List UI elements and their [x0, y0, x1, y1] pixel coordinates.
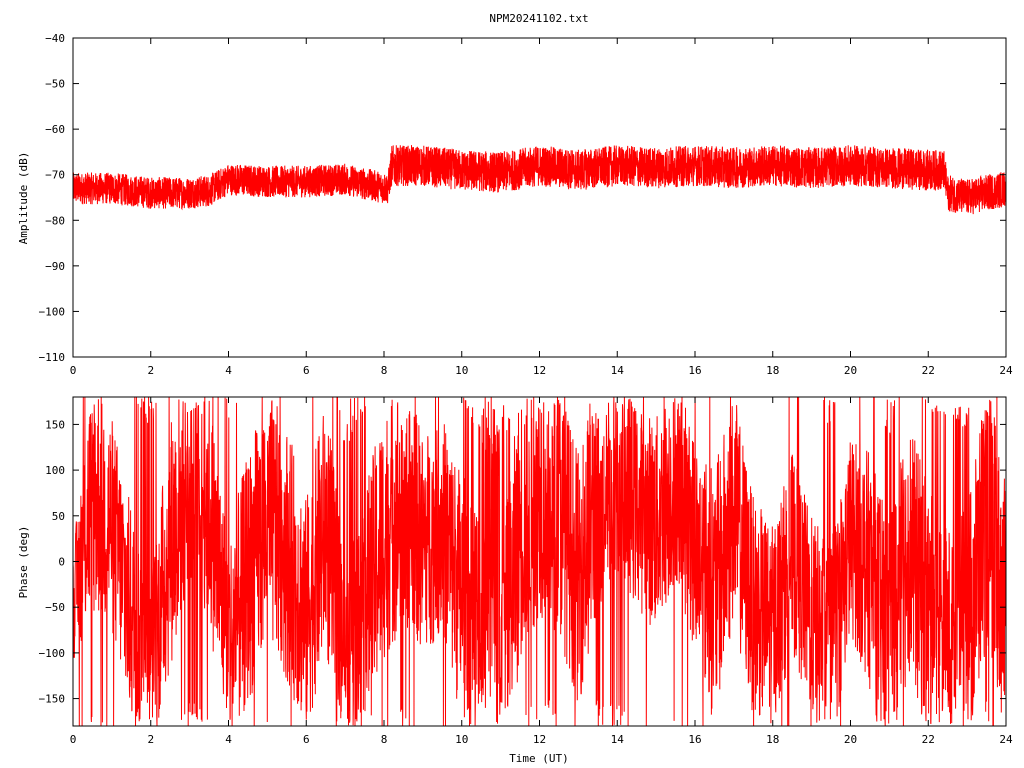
amplitude-x-tick-label: 20: [844, 364, 857, 377]
phase-x-tick-label: 12: [533, 733, 546, 746]
amplitude-x-tick-label: 22: [922, 364, 935, 377]
phase-y-tick-label: 150: [45, 418, 65, 431]
phase-ticks: 0 2 4 6 8 10 12 14 16 18 20 22 24−150−100−5005010015…: [39, 397, 1013, 746]
phase-x-tick-label: 4: [225, 733, 232, 746]
amplitude-y-tick-label: −80: [45, 214, 65, 227]
phase-x-tick-label: 14: [611, 733, 625, 746]
amplitude-y-tick-label: −90: [45, 260, 65, 273]
phase-y-axis-label: Phase (deg): [17, 526, 30, 599]
phase-x-tick-label: 18: [766, 733, 779, 746]
amplitude-panel: 0 2 4 6 8 10 12 14 16 18 20 22 24−110−100−90−80−70−6…: [17, 32, 1013, 377]
phase-y-tick-label: 0: [58, 556, 65, 569]
amplitude-x-tick-label: 18: [766, 364, 779, 377]
amplitude-y-axis-label: Amplitude (dB): [17, 152, 30, 245]
amplitude-x-tick-label: 4: [225, 364, 232, 377]
phase-x-axis-label: Time (UT): [509, 752, 569, 765]
phase-x-tick-label: 24: [999, 733, 1013, 746]
phase-y-tick-label: −100: [39, 647, 66, 660]
amplitude-x-tick-label: 24: [999, 364, 1013, 377]
phase-x-tick-label: 20: [844, 733, 857, 746]
amplitude-y-tick-label: −100: [39, 305, 66, 318]
amplitude-plot-frame: [72, 37, 1007, 358]
phase-series-line: [72, 396, 1007, 727]
amplitude-series-line: [72, 145, 1007, 215]
chart-title: NPM20241102.txt: [489, 12, 588, 25]
amplitude-x-tick-label: 8: [381, 364, 388, 377]
phase-y-tick-label: −150: [39, 693, 66, 706]
amplitude-x-tick-label: 10: [455, 364, 468, 377]
phase-panel: 0 2 4 6 8 10 12 14 16 18 20 22 24−150−100−5005010015…: [17, 396, 1013, 765]
phase-x-tick-label: 22: [922, 733, 935, 746]
amplitude-trace: [72, 145, 1007, 215]
amplitude-x-tick-label: 0: [70, 364, 77, 377]
amplitude-x-tick-label: 6: [303, 364, 310, 377]
phase-x-tick-label: 8: [381, 733, 388, 746]
phase-x-tick-label: 0: [70, 733, 77, 746]
amplitude-y-tick-label: −50: [45, 78, 65, 91]
phase-y-tick-label: −50: [45, 601, 65, 614]
phase-x-tick-label: 10: [455, 733, 468, 746]
amplitude-y-tick-label: −60: [45, 123, 65, 136]
amplitude-x-tick-label: 12: [533, 364, 546, 377]
phase-trace: [72, 396, 1007, 727]
phase-x-tick-label: 16: [688, 733, 701, 746]
amplitude-x-tick-label: 16: [688, 364, 701, 377]
amplitude-y-tick-label: −110: [39, 351, 66, 364]
amplitude-y-tick-label: −70: [45, 169, 65, 182]
phase-y-tick-label: 50: [52, 510, 65, 523]
amplitude-y-tick-label: −40: [45, 32, 65, 45]
amplitude-x-tick-label: 2: [147, 364, 154, 377]
amplitude-ticks: 0 2 4 6 8 10 12 14 16 18 20 22 24−110−100−90−80−70−6…: [39, 32, 1013, 377]
phase-y-tick-label: 100: [45, 464, 65, 477]
phase-x-tick-label: 2: [147, 733, 154, 746]
phase-x-tick-label: 6: [303, 733, 310, 746]
amplitude-x-tick-label: 14: [611, 364, 625, 377]
